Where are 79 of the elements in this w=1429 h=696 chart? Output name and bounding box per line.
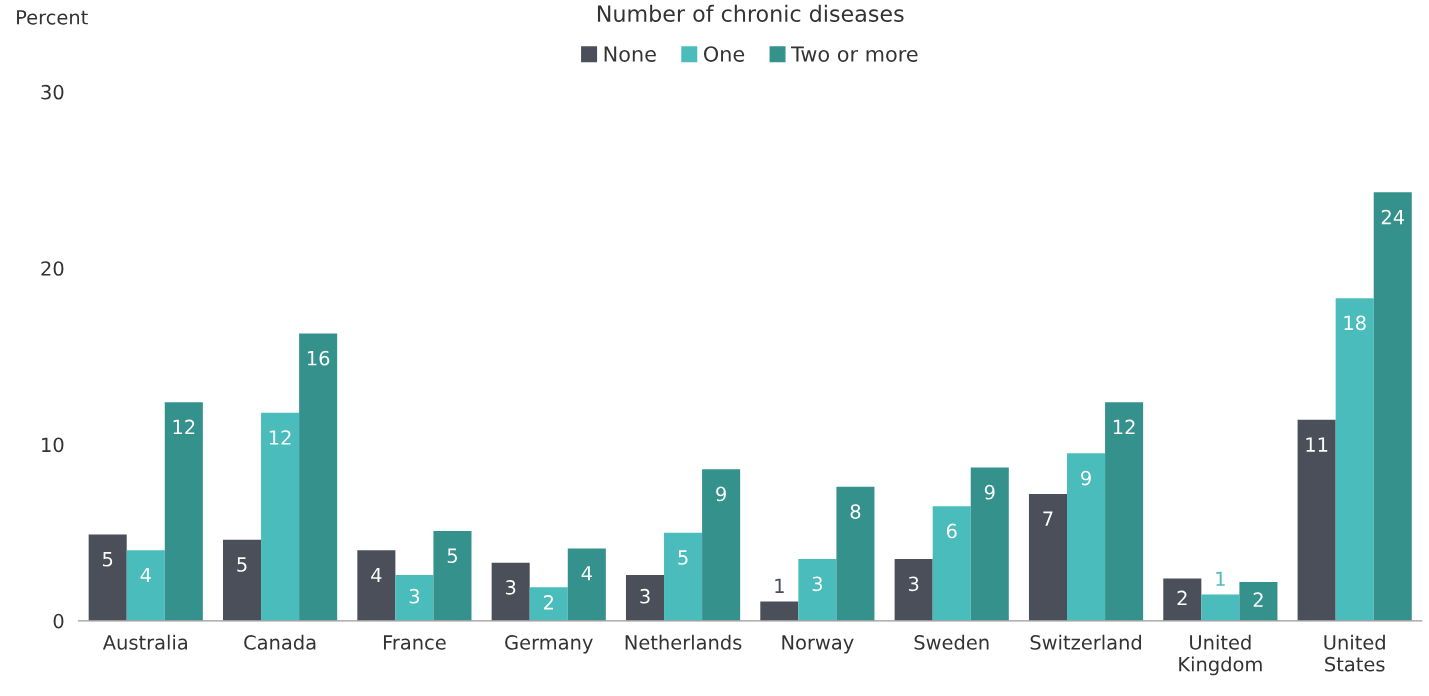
x-tick-label: Switzerland <box>1030 634 1141 650</box>
bar <box>433 530 472 621</box>
data-label: 5 <box>103 552 113 567</box>
data-label: 1 <box>1216 571 1225 586</box>
y-tick-label: 0 <box>53 613 64 629</box>
data-label: 11 <box>1306 437 1328 452</box>
data-label: 18 <box>1344 315 1366 331</box>
x-tick-label: United States <box>1324 634 1385 672</box>
bar <box>760 601 799 621</box>
bar <box>126 550 165 621</box>
x-tick-label: Germany <box>505 635 593 654</box>
data-label: 3 <box>812 576 823 592</box>
bar <box>1373 192 1412 621</box>
x-tick-label: Norway <box>782 635 854 654</box>
bar <box>894 559 933 621</box>
data-label: 16 <box>307 350 330 366</box>
legend-title: Number of chronic diseases <box>597 4 904 23</box>
data-label: 9 <box>1081 470 1091 486</box>
data-label: 6 <box>946 523 957 539</box>
bar <box>1201 594 1240 621</box>
legend-label: One <box>703 46 745 62</box>
data-label: 3 <box>505 580 516 595</box>
data-label: 4 <box>581 566 592 581</box>
y-tick-label: 30 <box>41 84 64 100</box>
data-label: 7 <box>1043 511 1053 526</box>
bar <box>223 539 262 621</box>
bar <box>836 486 875 621</box>
bar <box>261 412 300 621</box>
x-tick-label: United Kingdom <box>1179 634 1262 676</box>
y-axis-title: Percent <box>17 10 88 25</box>
bar <box>625 574 665 621</box>
bar <box>798 559 837 621</box>
bar <box>567 548 606 621</box>
y-tick-label: 20 <box>41 261 64 276</box>
bar <box>491 562 530 621</box>
x-tick-label: Netherlands <box>625 634 742 650</box>
data-label: 8 <box>850 504 861 519</box>
data-label: 1 <box>775 578 784 593</box>
bar <box>664 532 703 621</box>
bar <box>164 402 203 621</box>
x-tick-label: France <box>383 635 446 650</box>
data-label: 3 <box>908 576 919 592</box>
data-label: 2 <box>1253 592 1263 607</box>
data-label: 5 <box>237 557 247 572</box>
data-label: 4 <box>371 567 382 583</box>
data-label: 2 <box>1177 590 1187 606</box>
bar <box>529 587 568 621</box>
bar <box>1163 578 1202 621</box>
x-tick-label: Canada <box>244 634 316 650</box>
legend-label: None <box>604 46 656 62</box>
data-label: 12 <box>269 430 291 445</box>
bar <box>88 534 127 621</box>
bar <box>702 469 741 621</box>
data-label: 9 <box>984 484 995 500</box>
bar <box>1239 582 1278 621</box>
y-tick-label: 10 <box>42 437 64 453</box>
bar <box>299 333 338 621</box>
data-label: 12 <box>1113 419 1135 435</box>
bar <box>970 467 1009 621</box>
bar <box>357 550 396 621</box>
x-tick-label: Australia <box>102 634 187 650</box>
bar <box>395 574 434 621</box>
data-label: 24 <box>1381 209 1405 225</box>
bar <box>1067 453 1106 621</box>
data-label: 2 <box>543 595 553 610</box>
bar <box>1028 493 1068 621</box>
data-label: 5 <box>678 550 688 565</box>
legend-label: Two or more <box>791 46 918 62</box>
data-label: 3 <box>409 588 420 604</box>
bar <box>932 506 971 621</box>
bar <box>1105 402 1144 621</box>
x-tick-label: Sweden <box>914 634 989 650</box>
bar <box>1297 419 1336 621</box>
data-label: 12 <box>173 419 195 435</box>
data-label: 3 <box>640 588 650 604</box>
data-label: 9 <box>716 486 726 502</box>
bar <box>1335 298 1374 621</box>
data-label: 4 <box>140 567 151 583</box>
data-label: 5 <box>447 548 457 563</box>
